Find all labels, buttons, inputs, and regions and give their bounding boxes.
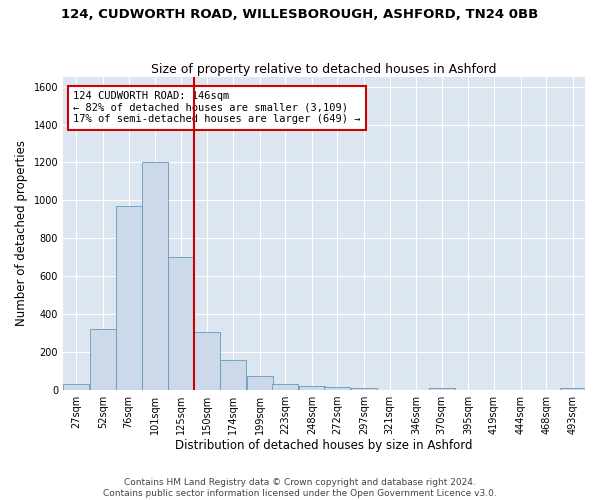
Bar — [142, 162, 168, 390]
Y-axis label: Number of detached properties: Number of detached properties — [15, 140, 28, 326]
Text: Contains HM Land Registry data © Crown copyright and database right 2024.
Contai: Contains HM Land Registry data © Crown c… — [103, 478, 497, 498]
Bar — [220, 360, 246, 390]
X-axis label: Distribution of detached houses by size in Ashford: Distribution of detached houses by size … — [175, 440, 473, 452]
Bar — [90, 329, 116, 390]
Bar — [64, 384, 89, 390]
Bar — [247, 376, 272, 390]
Bar — [299, 386, 325, 390]
Bar — [167, 257, 194, 390]
Bar — [272, 384, 298, 390]
Text: 124 CUDWORTH ROAD: 146sqm
← 82% of detached houses are smaller (3,109)
17% of se: 124 CUDWORTH ROAD: 146sqm ← 82% of detac… — [73, 91, 361, 124]
Bar — [560, 388, 586, 390]
Bar — [116, 206, 142, 390]
Bar — [324, 386, 350, 390]
Title: Size of property relative to detached houses in Ashford: Size of property relative to detached ho… — [151, 63, 497, 76]
Bar — [351, 388, 377, 390]
Bar — [428, 388, 455, 390]
Bar — [194, 332, 220, 390]
Text: 124, CUDWORTH ROAD, WILLESBOROUGH, ASHFORD, TN24 0BB: 124, CUDWORTH ROAD, WILLESBOROUGH, ASHFO… — [61, 8, 539, 20]
